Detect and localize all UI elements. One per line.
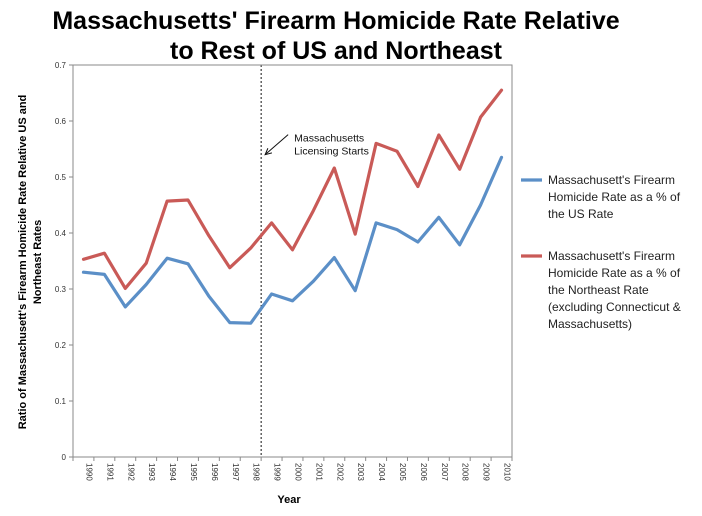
series-1-point [353, 288, 358, 293]
series-2-point [311, 208, 316, 213]
legend-entry-2-text: Massachusetts) [548, 317, 632, 331]
series-2-point [499, 88, 504, 93]
y-axis-title-line-1: Ratio of Massachusett's Firearm Homicide… [17, 95, 29, 430]
series-2-point [415, 184, 420, 189]
x-tick-label: 1991 [105, 463, 114, 481]
x-tick-label: 2004 [377, 463, 386, 481]
series-1-point [165, 256, 170, 261]
series-1-point [123, 304, 128, 309]
x-tick-label: 2002 [335, 463, 344, 481]
y-tick-label: 0.1 [55, 397, 67, 406]
series-2-point [353, 232, 358, 237]
x-tick-label: 1992 [126, 463, 135, 481]
chart-title-line-2: to Rest of US and Northeast [170, 37, 503, 65]
annotation-text-line-2: Licensing Starts [294, 146, 369, 158]
x-tick-label: 2008 [461, 463, 470, 481]
series-1-point [332, 255, 337, 260]
series-2-point [478, 115, 483, 120]
legend-entry-2-text: Massachusett's Firearm [548, 249, 675, 263]
series-1-point [81, 270, 86, 275]
series-1-point [269, 292, 274, 297]
legend: Massachusett's Firearm Homicide Rate as a… [521, 173, 681, 331]
series-2-point [102, 251, 107, 256]
series-2-point [123, 286, 128, 291]
y-tick-label: 0.3 [55, 285, 67, 294]
series-1-point [436, 215, 441, 220]
series-2-point [269, 220, 274, 225]
series-1-point [457, 242, 462, 247]
series-2-point [395, 149, 400, 154]
legend-entry-1-text: the US Rate [548, 207, 614, 221]
series-2-point [374, 141, 379, 146]
y-axis: 0 0.1 0.2 0.3 0.4 0.5 0.6 0.7 [55, 61, 73, 462]
y-tick-label: 0.7 [55, 61, 67, 70]
x-tick-label: 1997 [231, 463, 240, 481]
series-1-point [374, 220, 379, 225]
x-tick-label: 2007 [440, 463, 449, 481]
series-1-point [478, 203, 483, 208]
x-tick-label: 1995 [189, 463, 198, 481]
plot-area-border [72, 64, 513, 458]
series-1-point [311, 279, 316, 284]
x-axis-title: Year [277, 494, 301, 506]
legend-entry-2-text: the Northeast Rate [548, 283, 649, 297]
x-tick-label: 1993 [147, 463, 156, 481]
y-tick-label: 0 [62, 453, 67, 462]
x-tick-label: 1999 [273, 463, 282, 481]
series-2-point [165, 199, 170, 204]
y-axis-title-line-2: Northeast Rates [32, 220, 44, 304]
series-2-point [332, 166, 337, 171]
series-1-point [248, 321, 253, 326]
series-1-point [144, 282, 149, 287]
series-1-point [206, 294, 211, 299]
series-1-point [185, 261, 190, 266]
series-2-point [206, 233, 211, 238]
x-tick-label: 2000 [294, 463, 303, 481]
series-1-point [395, 227, 400, 232]
y-tick-label: 0.6 [55, 117, 67, 126]
series-1-point [499, 155, 504, 160]
x-tick-label: 1996 [210, 463, 219, 481]
annotation-arrow-head [264, 148, 273, 156]
series-1-point [415, 239, 420, 244]
series-2-point [248, 246, 253, 251]
x-tick-label: 1990 [84, 463, 93, 481]
x-axis: 1990 1991 1992 1993 1994 1995 1996 1997 1998 1999… [72, 457, 513, 481]
legend-entry-2-text: Homicide Rate as a % of [548, 266, 681, 280]
annotation-arrow-shaft [264, 134, 289, 156]
series-2-point [81, 257, 86, 262]
series-layer [81, 88, 504, 326]
x-tick-label: 2009 [482, 463, 491, 481]
series-2-point [436, 133, 441, 138]
x-tick-label: 2003 [356, 463, 365, 481]
series-2-point [457, 167, 462, 172]
chart-title-line-1: Massachusetts' Firearm Homicide Rate Rel… [52, 7, 619, 35]
y-tick-label: 0.5 [55, 173, 67, 182]
series-1-point [227, 320, 232, 325]
legend-entry-2-text: (excluding Connecticut & [548, 300, 681, 314]
x-tick-label: 2010 [503, 463, 512, 481]
series-2-point [144, 261, 149, 266]
x-tick-label: 1994 [168, 463, 177, 481]
x-tick-label: 2005 [398, 463, 407, 481]
series-2-point [185, 197, 190, 202]
series-line-1 [81, 155, 504, 325]
series-line-2 [81, 88, 504, 290]
x-tick-label: 2006 [419, 463, 428, 481]
series-1-point [290, 298, 295, 303]
x-tick-label: 2001 [314, 463, 323, 481]
legend-entry-1-text: Massachusett's Firearm [548, 173, 675, 187]
series-2-point [227, 265, 232, 270]
x-tick-label: 1998 [252, 463, 261, 481]
series-2-point [290, 247, 295, 252]
y-tick-label: 0.2 [55, 341, 67, 350]
y-tick-label: 0.4 [55, 229, 67, 238]
annotation-text-line-1: Massachusetts [294, 133, 364, 145]
series-1-point [102, 272, 107, 277]
legend-entry-1-text: Homicide Rate as a % of [548, 190, 681, 204]
